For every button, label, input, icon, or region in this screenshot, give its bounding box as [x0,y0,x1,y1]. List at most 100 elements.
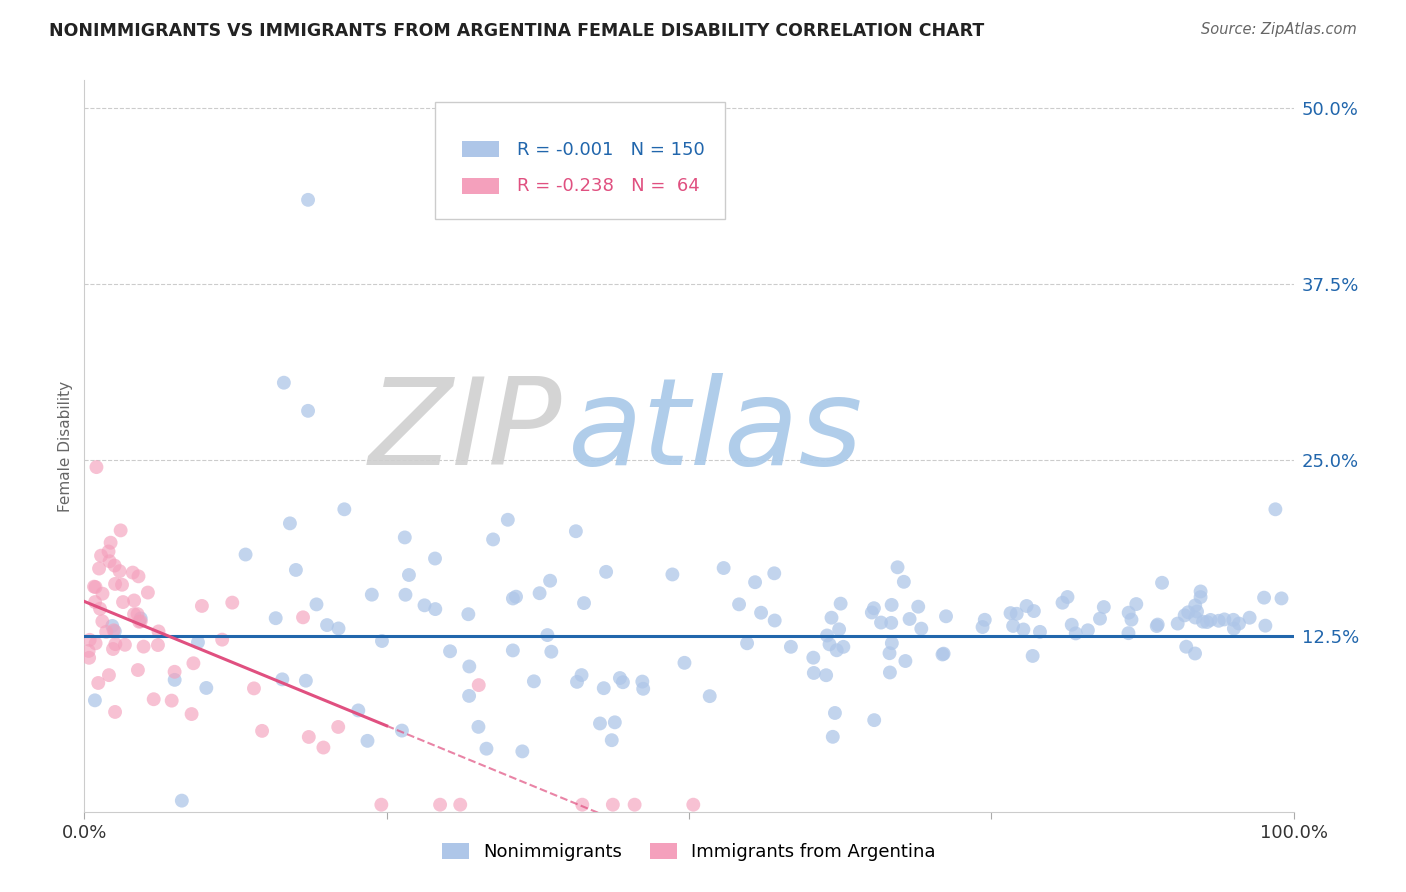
Point [243,681,266,696]
Point [931,648,953,662]
Point [423,551,446,566]
Point [128,569,150,583]
Point [886,560,908,574]
Text: ZIP: ZIP [368,373,562,490]
Point [77,644,100,658]
Point [83,580,105,594]
Point [394,588,416,602]
Point [589,716,612,731]
Point [292,610,315,624]
Point [122,607,145,622]
Point [565,524,588,539]
Point [104,624,127,639]
Point [180,707,202,722]
Point [221,596,243,610]
Point [682,797,704,812]
Point [100,535,122,549]
Text: R = -0.001   N = 150: R = -0.001 N = 150 [517,141,704,159]
Point [1239,610,1261,624]
Point [860,606,883,620]
Point [609,671,631,685]
Point [114,638,136,652]
Point [312,740,335,755]
Point [1189,584,1212,599]
Point [457,607,479,622]
Point [264,611,287,625]
Point [1208,614,1230,628]
Point [84,580,107,594]
Point [1029,624,1052,639]
Point [1012,623,1035,637]
Point [163,673,186,687]
Point [104,558,127,573]
Point [631,674,654,689]
Point [502,643,524,657]
Point [910,622,932,636]
Point [333,502,356,516]
Point [825,643,848,657]
Point [1150,575,1173,590]
Point [83,693,105,707]
Point [907,599,929,614]
Point [1192,615,1215,629]
Point [1022,604,1045,618]
Point [603,715,626,730]
Point [496,513,519,527]
Point [571,797,593,812]
FancyBboxPatch shape [461,178,499,194]
Point [1184,599,1206,613]
Point [1223,622,1246,636]
Point [818,637,841,651]
Point [146,638,169,652]
Point [104,577,127,591]
Point [84,595,107,609]
Point [1000,606,1022,620]
Point [360,588,382,602]
Point [1146,617,1168,632]
Point [127,663,149,677]
Point [893,574,915,589]
Point [458,689,481,703]
Point [1184,647,1206,661]
Point [104,705,127,719]
Point [565,674,588,689]
Point [1270,591,1292,606]
Point [127,607,149,621]
Point [749,606,772,620]
Point [505,590,527,604]
Point [512,744,534,758]
Point [523,674,546,689]
Point [623,797,645,812]
Point [142,692,165,706]
Point [94,624,117,639]
Point [103,624,125,638]
Point [160,693,183,707]
Point [592,681,614,696]
Point [1167,616,1189,631]
Point [879,646,901,660]
Point [673,656,696,670]
Point [863,601,886,615]
Point [467,678,489,692]
Point [211,632,233,647]
Point [112,595,135,609]
Point [538,574,561,588]
Point [129,615,152,629]
Point [273,376,295,390]
Point [894,654,917,668]
Point [1253,591,1275,605]
Point [880,636,903,650]
Point [98,554,121,568]
Point [297,404,319,418]
Point [297,193,319,207]
Point [801,650,824,665]
Point [458,659,481,673]
Point [832,640,855,654]
Point [763,614,786,628]
Point [536,628,558,642]
Point [271,673,294,687]
Point [371,634,394,648]
Point [1077,624,1099,638]
Point [713,561,735,575]
Point [425,602,447,616]
